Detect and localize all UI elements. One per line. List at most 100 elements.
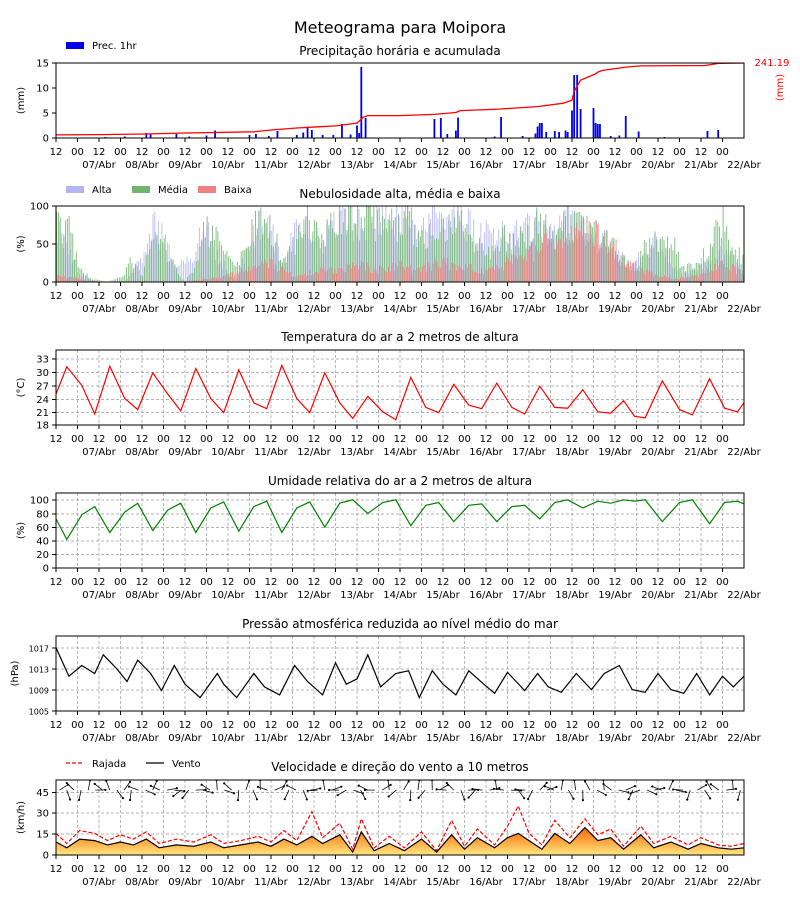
- x-date-label: 15/Abr: [426, 733, 460, 744]
- x-hour-label: 00: [415, 577, 428, 588]
- cloud-bar-baixa: [327, 270, 329, 282]
- x-date-label: 18/Abr: [555, 447, 589, 458]
- cloud-bar-baixa: [653, 276, 655, 282]
- x-hour-label: 12: [50, 434, 63, 445]
- x-hour-label: 00: [673, 577, 686, 588]
- cloud-bar-baixa: [296, 276, 298, 282]
- wind-direction-arrow: [596, 789, 607, 796]
- wind-arrow-head: [127, 785, 131, 788]
- cloud-bar-média: [486, 254, 488, 282]
- cloud-bar-baixa: [284, 270, 286, 282]
- cloud-bar-média: [412, 244, 414, 282]
- x-hour-label: 12: [136, 147, 149, 158]
- x-date-label: 08/Abr: [125, 733, 159, 744]
- x-hour-label: 00: [673, 434, 686, 445]
- wind-arrow-head: [93, 782, 96, 786]
- cloud-bar-baixa: [457, 266, 459, 282]
- cloud-bar-média: [305, 216, 307, 282]
- cloud-bar-baixa: [689, 277, 690, 282]
- cloud-bar-média: [285, 262, 287, 282]
- x-hour-label: 12: [179, 291, 192, 302]
- cloud-bar-média: [351, 230, 353, 282]
- x-hour-label: 00: [458, 291, 471, 302]
- x-date-label: 10/Abr: [211, 590, 245, 601]
- precip-bar: [433, 119, 436, 138]
- cloud-bar-média: [56, 211, 58, 282]
- cloud-bar-baixa: [436, 261, 438, 282]
- cloud-bar-baixa: [364, 269, 366, 282]
- cloud-bar-baixa: [404, 269, 406, 282]
- x-hour-label: 12: [394, 720, 407, 731]
- cloud-bar-baixa: [332, 273, 334, 282]
- wind-direction-arrow: [129, 790, 132, 801]
- x-hour-label: 00: [286, 720, 299, 731]
- cloud-bar-baixa: [672, 278, 674, 282]
- chart-data-layer: [56, 206, 744, 282]
- cloud-bar-média: [81, 269, 83, 282]
- precip-bar: [446, 134, 449, 138]
- y-tick-label: 1017: [29, 645, 49, 654]
- cloud-bar-baixa: [533, 261, 535, 282]
- x-hour-label: 00: [673, 291, 686, 302]
- cloud-bar-média: [677, 251, 679, 282]
- cloud-bar-média: [221, 245, 222, 282]
- wind-arrow-head: [734, 787, 738, 790]
- cloud-bar-média: [459, 221, 461, 282]
- cloud-bar-baixa: [298, 274, 300, 282]
- x-hour-label: 00: [200, 291, 213, 302]
- x-date-label: 15/Abr: [426, 304, 460, 315]
- cloud-bar-média: [183, 280, 185, 282]
- precip-bar: [594, 123, 597, 138]
- cloud-bar-média: [453, 217, 455, 282]
- x-hour-label: 00: [329, 577, 342, 588]
- cloud-bar-média: [479, 238, 480, 282]
- chart-data-layer: [56, 647, 744, 700]
- x-hour-label: 00: [114, 434, 127, 445]
- wind-arrow-head: [417, 796, 420, 799]
- wind-direction-arrow: [494, 780, 498, 791]
- cloud-bar-média: [473, 252, 475, 282]
- cloud-bar-baixa: [576, 222, 578, 282]
- cloud-bar-baixa: [352, 262, 354, 282]
- cloud-bar-média: [75, 251, 77, 282]
- cloud-bar-baixa: [549, 240, 551, 282]
- cloud-bar-baixa: [425, 271, 427, 282]
- cloud-bar-média: [708, 255, 710, 282]
- cloud-bar-baixa: [694, 275, 696, 282]
- wind-direction-arrow: [527, 789, 533, 800]
- cloud-bar-média: [303, 219, 305, 282]
- precip-bar: [596, 124, 599, 138]
- y-axis-label: (km/h): [16, 801, 27, 834]
- wind-arrow-head: [409, 798, 412, 802]
- x-hour-label: 12: [222, 720, 235, 731]
- wind-direction-arrow: [331, 786, 342, 791]
- x-date-label: 21/Abr: [684, 733, 718, 744]
- cloud-bar-média: [414, 224, 416, 282]
- cloud-bar-baixa: [506, 257, 508, 282]
- cloud-bar-baixa: [318, 273, 320, 282]
- cloud-bar-baixa: [409, 264, 411, 282]
- cloud-bar-baixa: [208, 279, 210, 282]
- x-date-label: 09/Abr: [168, 733, 202, 744]
- cloud-bar-baixa: [445, 264, 447, 282]
- cloud-bar-baixa: [429, 266, 431, 282]
- cloud-bar-média: [324, 246, 326, 282]
- wind-direction-arrow: [152, 780, 158, 791]
- precip-bar: [706, 131, 709, 138]
- x-hour-label: 12: [222, 291, 235, 302]
- x-date-label: 13/Abr: [340, 733, 374, 744]
- cloud-bar-baixa: [278, 270, 280, 282]
- x-hour-label: 00: [243, 434, 256, 445]
- cloud-bar-média: [339, 206, 341, 282]
- precip-bar: [358, 133, 361, 138]
- x-hour-label: 12: [265, 434, 278, 445]
- cloud-bar-média: [72, 233, 74, 282]
- precip-bar: [321, 135, 324, 138]
- cloud-bar-média: [532, 238, 534, 282]
- cloud-bar-baixa: [579, 231, 581, 282]
- cloud-bar-baixa: [671, 278, 673, 282]
- cloud-bar-média: [380, 234, 382, 282]
- cloud-bar-média: [425, 248, 427, 282]
- wind-arrow-head: [686, 798, 689, 801]
- cloud-bar-baixa: [518, 255, 520, 282]
